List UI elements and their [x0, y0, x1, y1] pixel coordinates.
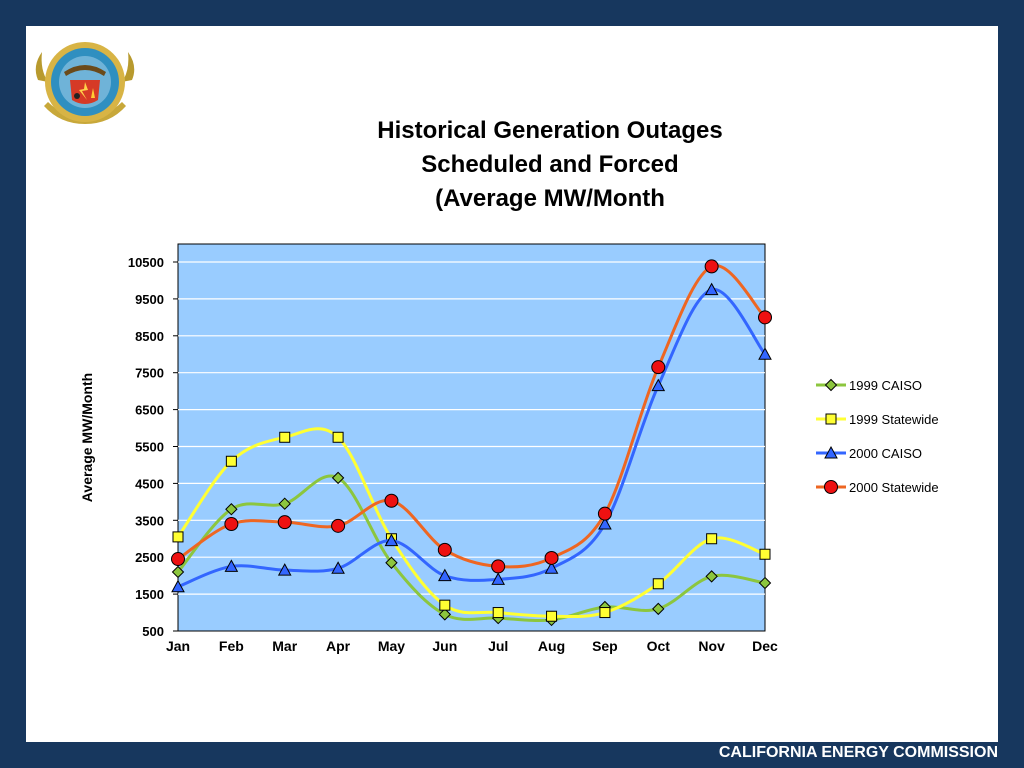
x-tick-label-jul: Jul	[488, 638, 508, 654]
point-1999-statewide-mar	[279, 431, 291, 443]
point-1999-statewide-jul	[492, 607, 504, 619]
point-1999-caiso-apr	[331, 471, 345, 485]
point-1999-statewide-apr	[332, 431, 344, 443]
point-1999-caiso-may	[385, 556, 398, 569]
point-2000-statewide-mar	[277, 515, 292, 530]
point-2000-caiso-oct	[651, 378, 666, 392]
point-2000-statewide-jun	[437, 542, 452, 557]
legend-entry-2000-caiso: 2000 CAISO	[816, 445, 922, 461]
chart-title-line-3: (Average MW/Month	[435, 185, 665, 212]
y-tick-label-4500: 4500	[135, 476, 164, 491]
y-tick-label-6500: 6500	[135, 403, 164, 418]
point-2000-caiso-feb	[224, 559, 239, 572]
legend-label-1999-caiso: 1999 CAISO	[849, 378, 922, 393]
california-energy-commission-seal	[30, 36, 140, 131]
point-2000-caiso-may	[384, 533, 399, 547]
point-1999-caiso-oct	[652, 602, 665, 616]
point-2000-statewide-jul	[491, 559, 506, 574]
point-2000-caiso-sep	[598, 516, 612, 530]
point-1999-statewide-aug	[546, 610, 558, 622]
point-1999-statewide-nov	[706, 533, 718, 545]
plot-area	[177, 243, 766, 632]
legend-label-2000-statewide: 2000 Statewide	[849, 480, 939, 495]
series-1999-caiso	[171, 471, 772, 627]
chart-title-line-1: Historical Generation Outages	[377, 117, 723, 144]
point-2000-caiso-nov	[704, 282, 719, 296]
chart-title: Historical Generation Outages Scheduled …	[300, 114, 800, 216]
x-tick-label-feb: Feb	[219, 638, 244, 654]
point-2000-statewide-nov	[704, 259, 719, 274]
series-1999-statewide	[172, 427, 771, 622]
point-1999-statewide-feb	[225, 455, 237, 467]
point-2000-caiso-jun	[437, 568, 452, 582]
x-tick-label-sep: Sep	[592, 638, 618, 654]
legend-label-1999-statewide: 1999 Statewide	[849, 412, 939, 427]
y-tick-label-1500: 1500	[135, 587, 164, 602]
point-1999-caiso-mar	[278, 497, 291, 510]
point-2000-caiso-jan	[171, 579, 185, 593]
y-tick-label-500: 500	[142, 624, 164, 639]
point-2000-statewide-oct	[651, 360, 666, 375]
x-tick-label-aug: Aug	[538, 638, 565, 654]
point-1999-statewide-sep	[599, 607, 611, 619]
point-2000-statewide-jan	[171, 552, 185, 567]
point-2000-statewide-apr	[331, 518, 346, 533]
point-2000-caiso-apr	[331, 561, 345, 574]
point-1999-statewide-oct	[652, 578, 664, 590]
y-tick-label-3500: 3500	[135, 513, 164, 528]
x-tick-label-jun: Jun	[432, 638, 457, 654]
legend-marker-1999-statewide	[825, 413, 837, 425]
point-1999-caiso-feb	[225, 503, 238, 516]
x-tick-label-dec: Dec	[752, 638, 778, 654]
point-1999-caiso-nov	[705, 570, 718, 583]
x-tick-label-apr: Apr	[326, 638, 351, 654]
y-tick-label-7500: 7500	[135, 366, 164, 381]
point-2000-statewide-dec	[758, 310, 772, 325]
legend-marker-2000-statewide	[824, 480, 838, 494]
legend-entry-2000-statewide: 2000 Statewide	[816, 480, 939, 495]
point-2000-caiso-dec	[758, 347, 772, 360]
y-tick-label-2500: 2500	[135, 550, 164, 565]
point-2000-caiso-aug	[544, 561, 559, 574]
point-2000-caiso-mar	[277, 563, 292, 576]
series-2000-statewide	[171, 259, 772, 574]
point-2000-statewide-sep	[597, 506, 612, 521]
x-tick-label-may: May	[378, 638, 405, 654]
x-tick-label-nov: Nov	[698, 638, 725, 654]
point-1999-statewide-jun	[439, 599, 451, 611]
point-1999-statewide-dec	[759, 548, 771, 560]
point-2000-statewide-may	[384, 493, 399, 508]
legend-marker-1999-caiso	[824, 378, 838, 392]
y-tick-label-9500: 9500	[135, 292, 164, 307]
x-tick-label-oct: Oct	[647, 638, 671, 654]
point-1999-statewide-jan	[172, 531, 184, 543]
point-2000-statewide-feb	[224, 516, 239, 531]
x-tick-label-mar: Mar	[272, 638, 297, 654]
footer-organization: CALIFORNIA ENERGY COMMISSION	[718, 744, 998, 761]
y-axis-label: Average MW/Month	[79, 373, 95, 502]
y-tick-label-10500: 10500	[128, 255, 164, 270]
y-tick-label-5500: 5500	[135, 440, 164, 455]
legend-entry-1999-caiso: 1999 CAISO	[816, 378, 922, 393]
point-1999-caiso-jan	[171, 565, 185, 579]
series-2000-caiso	[171, 282, 772, 593]
point-1999-caiso-dec	[758, 576, 772, 590]
point-2000-caiso-jul	[491, 572, 506, 585]
point-1999-caiso-jun	[438, 608, 452, 621]
x-tick-label-jan: Jan	[166, 638, 190, 654]
chart-title-line-2: Scheduled and Forced	[421, 151, 679, 178]
legend-marker-2000-caiso	[824, 445, 838, 459]
y-tick-label-8500: 8500	[135, 329, 164, 344]
legend-entry-1999-statewide: 1999 Statewide	[816, 412, 939, 427]
legend-label-2000-caiso: 2000 CAISO	[849, 446, 922, 461]
point-2000-statewide-aug	[544, 550, 559, 565]
